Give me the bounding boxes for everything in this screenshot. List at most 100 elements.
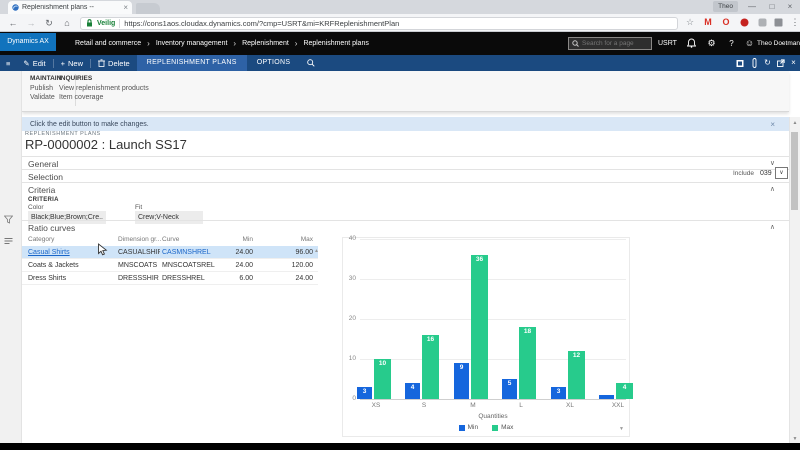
tab-close-icon[interactable]: × [123, 2, 128, 12]
color-field-label: Color [28, 204, 44, 211]
extension-gray-icon-2[interactable] [771, 15, 785, 30]
delete-button[interactable]: Delete [91, 55, 137, 71]
x-axis-tick-label: M [470, 402, 476, 409]
bookmark-star-icon[interactable]: ☆ [685, 17, 695, 27]
refresh-icon[interactable]: ↻ [764, 58, 771, 67]
section-selection[interactable]: Selection [22, 169, 789, 182]
tab-replenishment-plans[interactable]: REPLENISHMENT PLANS [136, 55, 247, 71]
task-list-icon[interactable] [4, 237, 18, 245]
grid-row[interactable]: Dress Shirts DRESSSHIR DRESSHREL 6.00 24.00 [22, 272, 318, 285]
bar-value-label: 12 [572, 352, 581, 359]
popout-icon[interactable] [774, 57, 787, 67]
feedback-smiley-icon[interactable]: ☺ [744, 38, 755, 48]
section-ratio-curves[interactable]: Ratio curves ∧ [22, 220, 789, 235]
left-icon-strip [0, 71, 22, 443]
y-axis-tick-label: 40 [348, 235, 356, 242]
window-close-button[interactable]: × [787, 2, 793, 11]
pencil-icon: ✎ [23, 58, 30, 68]
grid-column-header[interactable]: Curve [162, 236, 180, 243]
back-icon[interactable]: ← [8, 18, 18, 28]
section-general[interactable]: General ∨ [22, 156, 789, 169]
filter-icon[interactable] [4, 215, 18, 224]
notifications-bell-icon[interactable] [684, 36, 699, 48]
new-button[interactable]: + New [60, 58, 84, 68]
grid-column-header[interactable]: Max [300, 236, 313, 243]
chevron-down-icon[interactable]: ∨ [769, 160, 775, 167]
home-icon[interactable]: ⌂ [64, 18, 70, 28]
reload-icon[interactable]: ↻ [45, 18, 53, 28]
section-criteria[interactable]: Criteria ∧ [22, 182, 789, 196]
extension-circle-icon[interactable]: O [722, 17, 730, 27]
grid-column-header[interactable]: Dimension gr... [118, 236, 162, 243]
new-tab-button[interactable] [136, 3, 160, 14]
pane-scroll-down-icon[interactable]: ▼ [619, 426, 624, 432]
grid-cell-category-link[interactable]: Dress Shirts [28, 275, 67, 282]
help-icon[interactable]: ? [729, 39, 734, 48]
breadcrumb-item[interactable]: Replenishment [242, 40, 289, 47]
scroll-up-icon[interactable]: ▲ [792, 120, 798, 126]
attach-icon[interactable] [748, 57, 761, 68]
extension-gray-icon-1[interactable] [755, 15, 769, 30]
page-scrollbar-thumb[interactable] [791, 132, 798, 210]
maximize-button[interactable]: □ [769, 2, 775, 11]
grid-scroll-up-icon[interactable]: ▲ [314, 248, 319, 254]
grid-column-header[interactable]: Category [28, 236, 55, 243]
grid-row[interactable]: Coats & Jackets MNSCOATS MNSCOATSREL 24.00 1… [22, 259, 318, 272]
search-icon [572, 40, 579, 47]
browser-menu-icon[interactable]: ⋮ [790, 17, 800, 27]
view-replenishment-products-button[interactable]: View replenishment products [59, 85, 149, 92]
page-search-input[interactable] [582, 40, 652, 47]
settings-gear-icon[interactable]: ⚙ [707, 38, 716, 48]
browser-tab[interactable]: Replenishment plans -- × [8, 1, 132, 14]
tab-options[interactable]: OPTIONS [256, 59, 291, 66]
grid-cell: 96.00 [295, 249, 313, 256]
page-scrollbar[interactable]: ▲ ▼ [789, 117, 800, 443]
grid-cell: MNSCOATSREL [162, 262, 215, 269]
company-badge[interactable]: USRT [658, 40, 677, 47]
breadcrumb-item[interactable]: Inventory management [155, 40, 228, 47]
page-search-box[interactable] [568, 37, 652, 50]
breadcrumb-item[interactable]: Retail and commerce [75, 40, 142, 47]
grid-cell: 24.00 [235, 249, 253, 256]
include-dropdown[interactable]: ∨ [775, 167, 788, 179]
close-pane-icon[interactable]: × [791, 58, 796, 67]
chevron-up-icon[interactable]: ∧ [769, 186, 775, 193]
y-axis-tick-label: 10 [348, 355, 356, 362]
grid-cell: DRESSHREL [162, 275, 205, 282]
address-bar[interactable]: Veilig https://cons1aos.cloudax.dynamics… [80, 16, 678, 30]
item-coverage-button[interactable]: Item coverage [59, 94, 104, 101]
command-divider [90, 58, 92, 68]
breadcrumb-separator-icon: › [294, 39, 298, 48]
bar-min-s [405, 383, 420, 399]
chevron-up-icon[interactable]: ∧ [769, 224, 775, 231]
scroll-down-icon[interactable]: ▼ [792, 436, 798, 442]
extension-red-dot-icon[interactable] [737, 15, 751, 30]
browser-profile-pill[interactable]: Theo [713, 1, 738, 12]
page-title: RP-0000002 : Launch SS17 [25, 137, 187, 152]
page-caption: REPLENISHMENT PLANS [25, 131, 101, 137]
grid-cell-category-link[interactable]: Coats & Jackets [28, 262, 79, 269]
grid-cell: 6.00 [239, 275, 253, 282]
notification-close-icon[interactable]: × [770, 119, 775, 129]
grid-cell-category-link[interactable]: Casual Shirts [28, 249, 70, 256]
edit-button[interactable]: ✎ Edit [23, 58, 46, 68]
user-name[interactable]: Theo Doetman [757, 40, 800, 47]
bar-value-label: 4 [622, 384, 627, 391]
extension-gmail-icon[interactable]: M [704, 17, 712, 27]
validate-button[interactable]: Validate [30, 94, 55, 101]
breadcrumb-item[interactable]: Replenishment plans [303, 40, 369, 47]
legend-item-max: Max [492, 424, 513, 431]
publish-button[interactable]: Publish [30, 85, 53, 92]
hamburger-icon[interactable]: ≡ [6, 58, 11, 68]
command-divider [52, 58, 54, 68]
grid-cell: 120.00 [291, 262, 313, 269]
grid-row[interactable]: Casual Shirts CASUALSHIR CASMNSHREL 24.00 96… [22, 246, 318, 259]
brand-logo[interactable]: Dynamics AX [0, 33, 56, 51]
minimize-button[interactable]: — [748, 2, 756, 11]
forward-icon[interactable]: → [26, 18, 36, 28]
office-icon[interactable] [733, 57, 746, 68]
bar-max-m [471, 255, 488, 399]
grid-column-header[interactable]: Min [242, 236, 253, 243]
bar-max-s [422, 335, 439, 399]
command-search-icon[interactable] [300, 55, 322, 71]
